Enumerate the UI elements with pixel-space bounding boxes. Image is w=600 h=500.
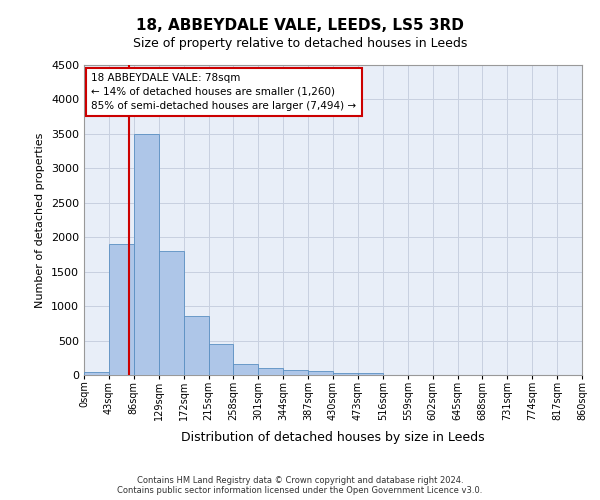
Bar [109, 244, 134, 375]
X-axis label: Distribution of detached houses by size in Leeds: Distribution of detached houses by size … [181, 431, 485, 444]
Bar [283, 370, 308, 375]
Bar [358, 373, 383, 375]
Y-axis label: Number of detached properties: Number of detached properties [35, 132, 46, 308]
Bar [308, 371, 333, 375]
Bar [259, 368, 283, 375]
Bar [233, 364, 259, 375]
Text: 18 ABBEYDALE VALE: 78sqm
← 14% of detached houses are smaller (1,260)
85% of sem: 18 ABBEYDALE VALE: 78sqm ← 14% of detach… [91, 72, 356, 111]
Bar [134, 134, 159, 375]
Text: Contains HM Land Registry data © Crown copyright and database right 2024.
Contai: Contains HM Land Registry data © Crown c… [118, 476, 482, 495]
Text: Size of property relative to detached houses in Leeds: Size of property relative to detached ho… [133, 38, 467, 51]
Bar [333, 373, 358, 375]
Bar [84, 372, 109, 375]
Bar [184, 316, 209, 375]
Bar [159, 251, 184, 375]
Text: 18, ABBEYDALE VALE, LEEDS, LS5 3RD: 18, ABBEYDALE VALE, LEEDS, LS5 3RD [136, 18, 464, 32]
Bar [209, 344, 233, 375]
